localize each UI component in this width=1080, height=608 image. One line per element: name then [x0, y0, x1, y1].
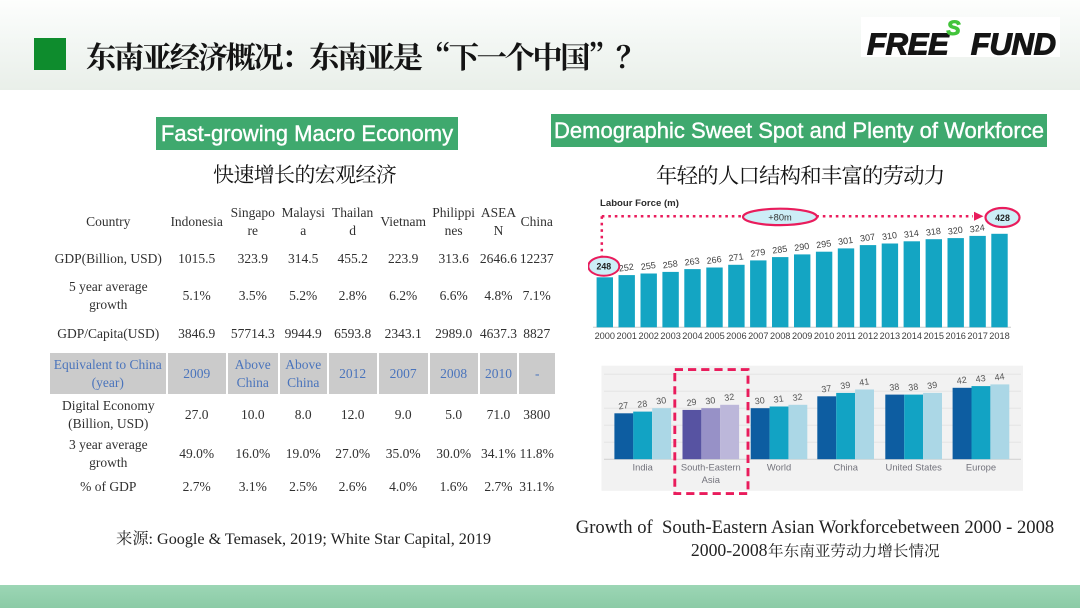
svg-text:2016: 2016	[945, 331, 965, 341]
svg-text:301: 301	[837, 235, 853, 247]
svg-text:2004: 2004	[682, 331, 702, 341]
svg-text:279: 279	[750, 247, 766, 259]
svg-text:30: 30	[705, 395, 716, 406]
svg-text:32: 32	[724, 392, 735, 403]
svg-text:39: 39	[840, 380, 851, 391]
svg-text:42: 42	[956, 375, 967, 386]
svg-text:Asia: Asia	[702, 474, 721, 485]
svg-text:428: 428	[995, 213, 1010, 223]
svg-text:285: 285	[772, 244, 788, 256]
svg-text:29: 29	[686, 397, 697, 408]
svg-text:324: 324	[969, 222, 985, 234]
svg-text:27: 27	[618, 400, 629, 411]
svg-text:314: 314	[903, 228, 919, 240]
svg-text:290: 290	[794, 241, 810, 253]
svg-text:2002: 2002	[638, 331, 658, 341]
svg-text:43: 43	[975, 373, 986, 384]
svg-text:31: 31	[773, 393, 784, 404]
svg-text:307: 307	[859, 232, 875, 244]
svg-text:255: 255	[640, 260, 656, 272]
svg-text:2003: 2003	[660, 331, 680, 341]
svg-text:2017: 2017	[967, 331, 987, 341]
svg-text:318: 318	[925, 226, 941, 238]
svg-text:2008: 2008	[770, 331, 790, 341]
svg-text:Labour Force (m): Labour Force (m)	[600, 198, 679, 209]
svg-text:China: China	[833, 462, 858, 473]
svg-text:+80m: +80m	[768, 212, 792, 222]
svg-text:South-Eastern: South-Eastern	[681, 462, 741, 473]
svg-text:2015: 2015	[924, 331, 944, 341]
svg-text:2013: 2013	[880, 331, 900, 341]
svg-text:30: 30	[656, 395, 667, 406]
svg-text:38: 38	[889, 381, 900, 392]
svg-text:263: 263	[684, 256, 700, 268]
svg-text:2012: 2012	[858, 331, 878, 341]
svg-text:37: 37	[821, 383, 832, 394]
svg-text:2005: 2005	[704, 331, 724, 341]
svg-text:2000: 2000	[595, 331, 615, 341]
svg-text:India: India	[633, 462, 654, 473]
svg-text:2009: 2009	[792, 331, 812, 341]
svg-text:248: 248	[596, 262, 611, 272]
svg-text:2007: 2007	[748, 331, 768, 341]
svg-text:41: 41	[859, 376, 870, 387]
svg-text:2006: 2006	[726, 331, 746, 341]
svg-text:38: 38	[908, 381, 919, 392]
svg-text:295: 295	[816, 238, 832, 250]
svg-text:United States: United States	[886, 462, 943, 473]
svg-text:266: 266	[706, 254, 722, 266]
svg-text:World: World	[767, 462, 791, 473]
svg-text:2018: 2018	[989, 331, 1009, 341]
svg-text:28: 28	[637, 398, 648, 409]
svg-text:30: 30	[754, 395, 765, 406]
svg-text:44: 44	[994, 371, 1005, 382]
svg-text:39: 39	[927, 380, 938, 391]
svg-text:Europe: Europe	[966, 462, 996, 473]
svg-text:2001: 2001	[616, 331, 636, 341]
svg-text:310: 310	[881, 230, 897, 242]
svg-text:258: 258	[662, 258, 678, 270]
svg-text:252: 252	[618, 262, 634, 274]
svg-text:32: 32	[792, 392, 803, 403]
svg-text:320: 320	[947, 225, 963, 237]
svg-text:2011: 2011	[836, 331, 856, 341]
svg-text:2010: 2010	[814, 331, 834, 341]
svg-text:2014: 2014	[902, 331, 922, 341]
svg-text:271: 271	[728, 251, 744, 263]
